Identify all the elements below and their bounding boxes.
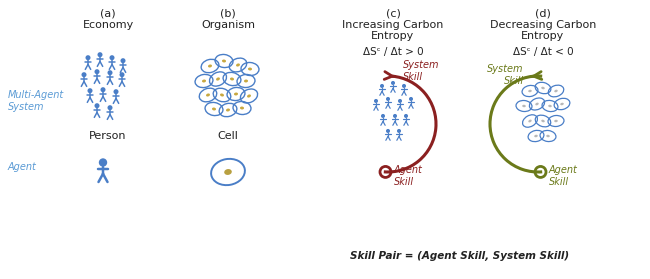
- Circle shape: [114, 89, 118, 94]
- Circle shape: [120, 72, 125, 77]
- Ellipse shape: [230, 78, 234, 80]
- Circle shape: [107, 70, 112, 75]
- Ellipse shape: [236, 63, 240, 67]
- Ellipse shape: [528, 90, 532, 92]
- Text: ΔSᶜ / Δt < 0: ΔSᶜ / Δt < 0: [513, 47, 573, 57]
- Ellipse shape: [216, 77, 220, 81]
- Text: Person: Person: [89, 131, 127, 141]
- Ellipse shape: [528, 120, 532, 122]
- Circle shape: [409, 97, 413, 101]
- Ellipse shape: [234, 93, 238, 95]
- Circle shape: [99, 158, 107, 167]
- Text: ΔSᶜ / Δt > 0: ΔSᶜ / Δt > 0: [363, 47, 423, 57]
- Circle shape: [88, 88, 92, 93]
- Text: System
Skill: System Skill: [488, 64, 524, 85]
- Ellipse shape: [541, 120, 545, 122]
- Ellipse shape: [534, 135, 538, 137]
- Ellipse shape: [226, 109, 230, 112]
- Ellipse shape: [554, 90, 558, 92]
- Circle shape: [86, 55, 90, 60]
- Circle shape: [107, 105, 112, 110]
- Text: Multi-Agent
System: Multi-Agent System: [8, 90, 64, 112]
- Ellipse shape: [536, 103, 539, 105]
- Text: Cell: Cell: [218, 131, 239, 141]
- Circle shape: [397, 129, 401, 133]
- Circle shape: [380, 84, 384, 88]
- Circle shape: [402, 84, 406, 88]
- Circle shape: [120, 58, 125, 63]
- Circle shape: [101, 87, 105, 92]
- Circle shape: [386, 97, 390, 101]
- Circle shape: [81, 72, 86, 77]
- Circle shape: [94, 69, 99, 74]
- Text: Agent
Skill: Agent Skill: [549, 165, 577, 187]
- Ellipse shape: [244, 80, 248, 83]
- Text: (b)
Organism: (b) Organism: [201, 8, 255, 30]
- Ellipse shape: [212, 107, 216, 110]
- Circle shape: [398, 99, 402, 103]
- Text: Agent
Skill: Agent Skill: [393, 165, 422, 187]
- Text: System
Skill: System Skill: [403, 60, 439, 81]
- Circle shape: [94, 103, 99, 108]
- Text: Agent: Agent: [8, 162, 37, 172]
- Ellipse shape: [206, 93, 210, 97]
- Ellipse shape: [208, 64, 212, 68]
- Text: (a)
Economy: (a) Economy: [83, 8, 134, 30]
- Text: Skill Pair = (Agent Skill, System Skill): Skill Pair = (Agent Skill, System Skill): [350, 251, 569, 261]
- Ellipse shape: [522, 105, 526, 107]
- Circle shape: [386, 129, 390, 133]
- Ellipse shape: [240, 107, 244, 109]
- Ellipse shape: [546, 135, 550, 137]
- Ellipse shape: [548, 105, 552, 107]
- Ellipse shape: [247, 94, 251, 98]
- Circle shape: [393, 114, 397, 118]
- Ellipse shape: [560, 103, 564, 105]
- Ellipse shape: [541, 87, 545, 89]
- Circle shape: [98, 52, 103, 57]
- Ellipse shape: [224, 169, 232, 175]
- Ellipse shape: [248, 68, 252, 71]
- Text: (d)
Decreasing Carbon
Entropy: (d) Decreasing Carbon Entropy: [490, 8, 596, 41]
- Circle shape: [374, 99, 378, 103]
- Text: (c)
Increasing Carbon
Entropy: (c) Increasing Carbon Entropy: [343, 8, 444, 41]
- Circle shape: [109, 55, 114, 60]
- Circle shape: [404, 114, 408, 118]
- Circle shape: [391, 81, 395, 85]
- Ellipse shape: [220, 93, 224, 97]
- Circle shape: [381, 114, 385, 118]
- Ellipse shape: [554, 120, 558, 122]
- Ellipse shape: [222, 59, 226, 62]
- Ellipse shape: [202, 80, 206, 83]
